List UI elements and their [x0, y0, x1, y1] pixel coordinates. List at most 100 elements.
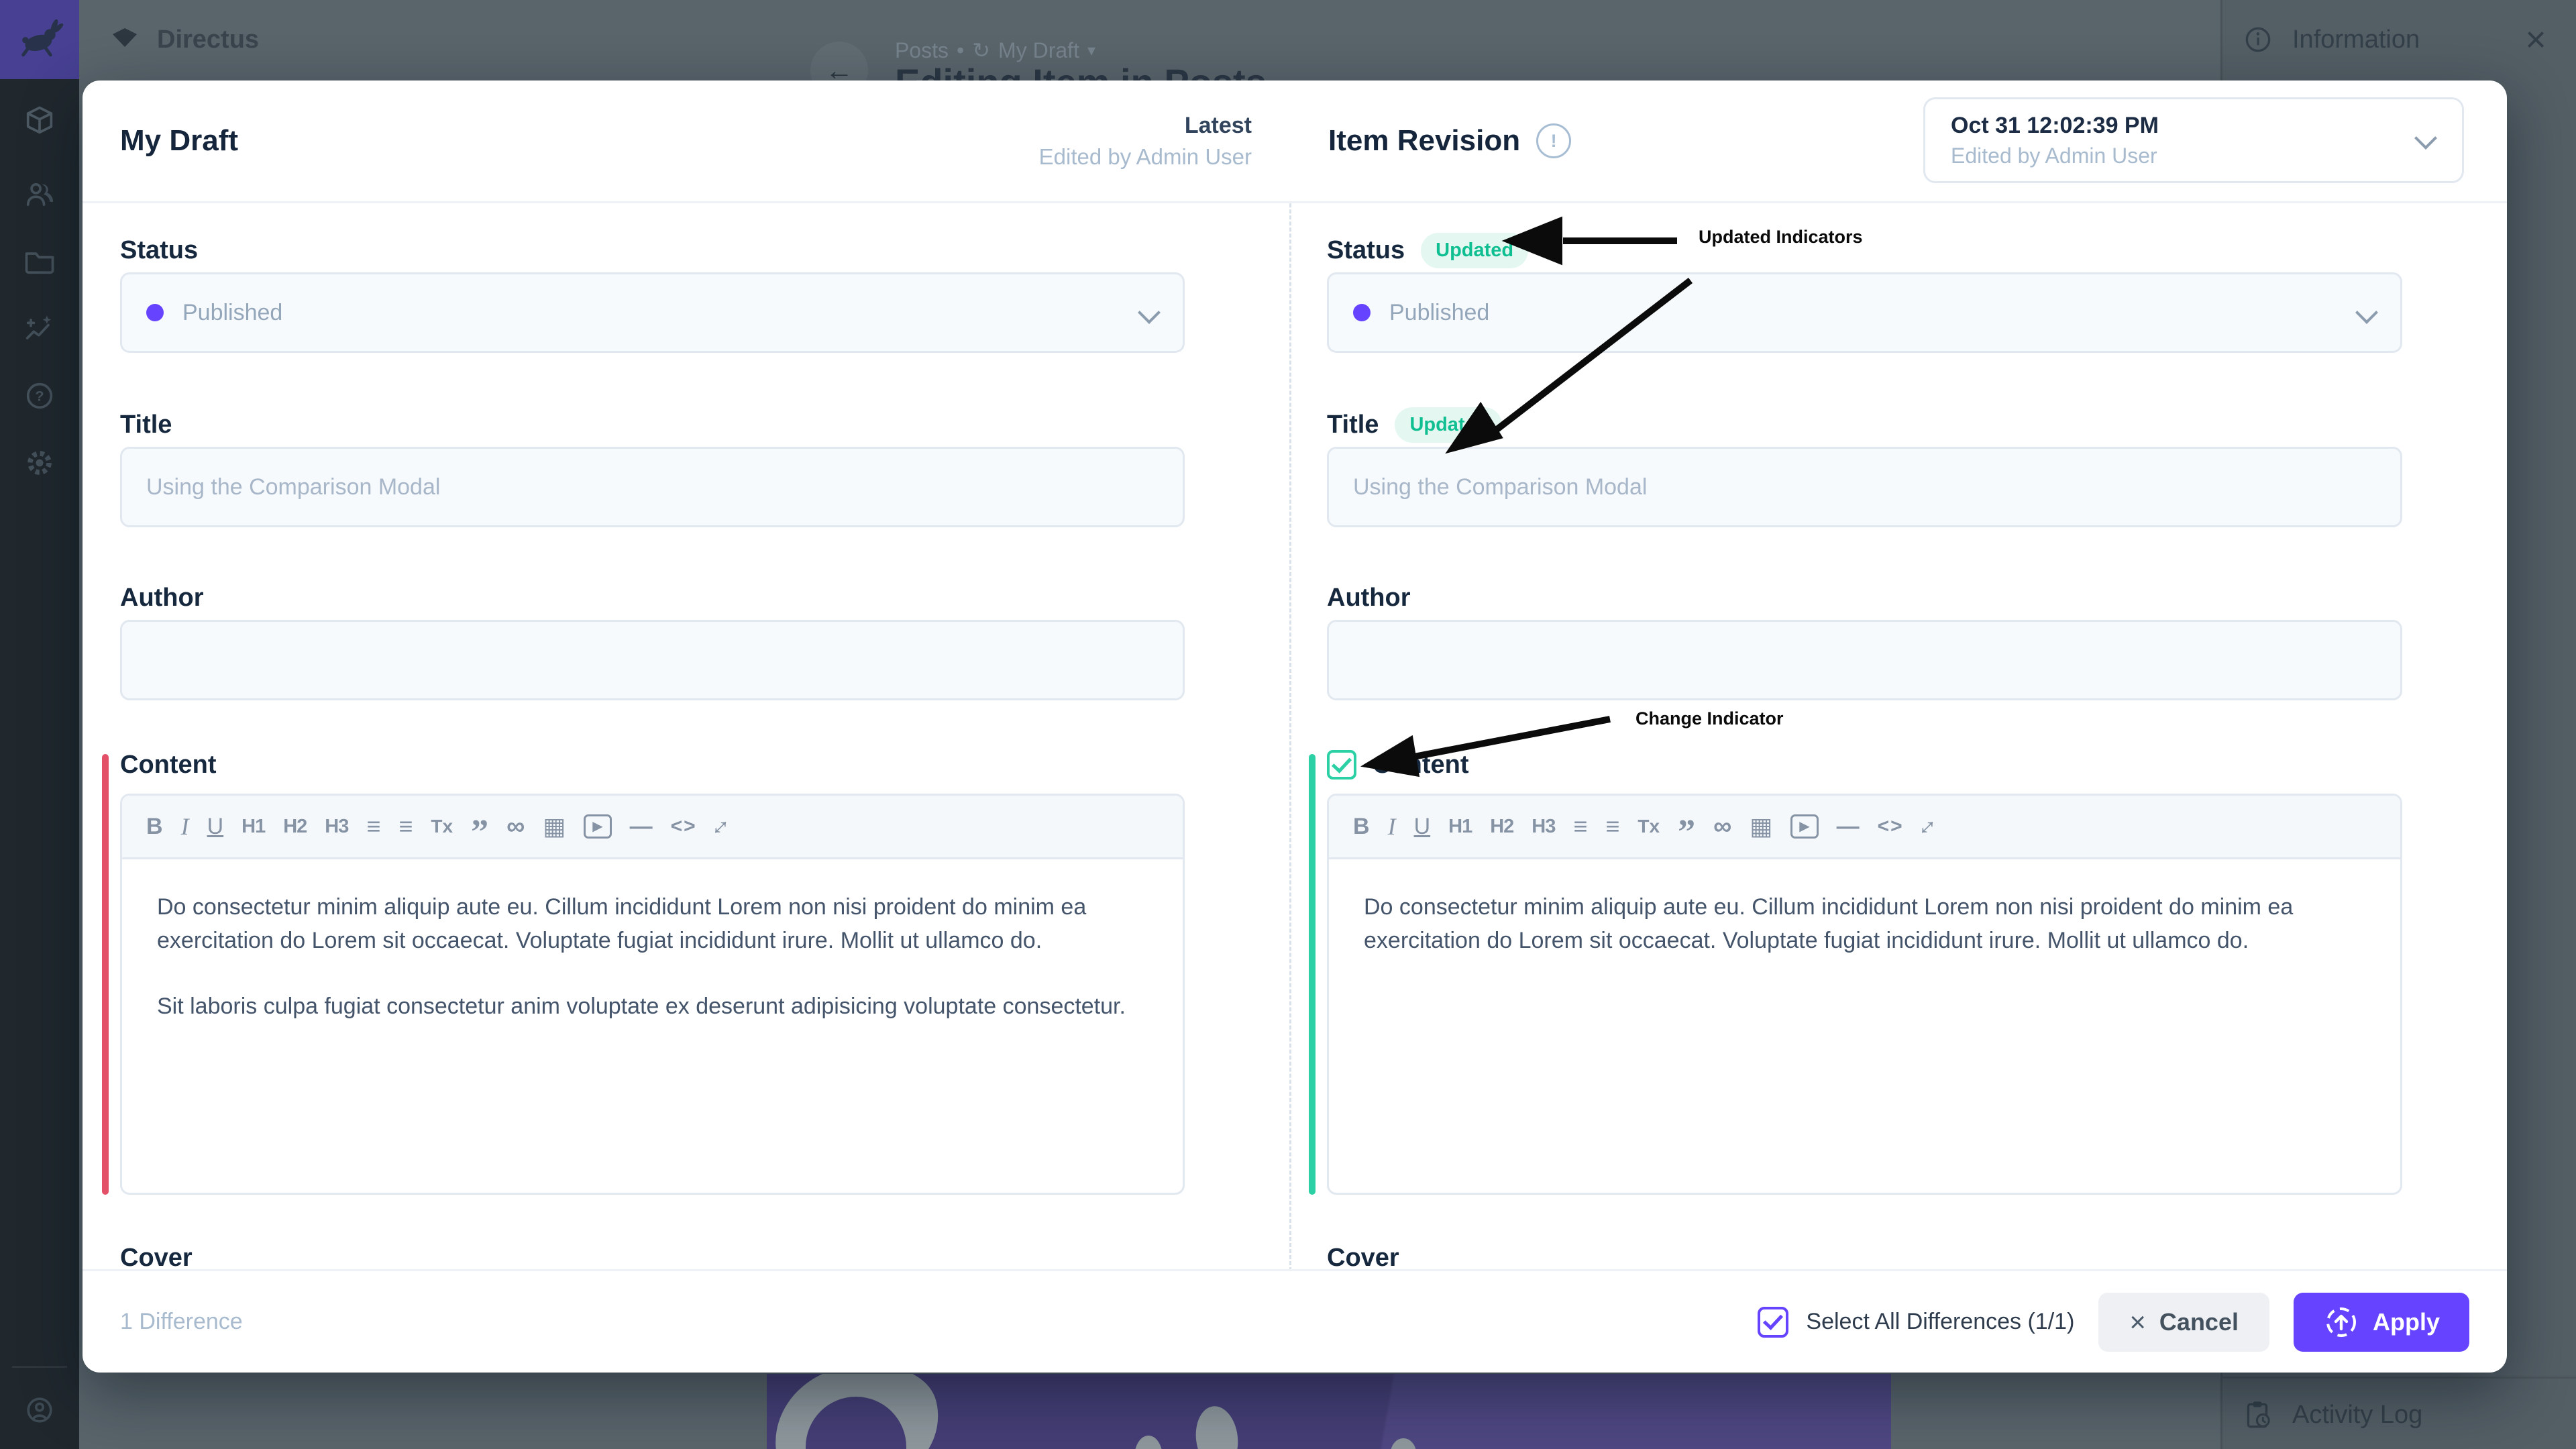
content-field-label: Content — [120, 750, 217, 779]
content-field: Content B I U H1 H2 H3 ≡ ≡ Tx ” ∞ ▦ ▶ — <> ↕ Do consect… — [1309, 750, 2402, 1195]
module-settings[interactable] — [0, 429, 79, 496]
annotation-change-indicator: Change Indicator — [1635, 708, 1784, 729]
account-circle-icon — [27, 1397, 52, 1423]
modal-header-left: My Draft Latest Edited by Admin User — [83, 80, 1289, 201]
updated-badge: Updated — [1421, 232, 1529, 268]
numbered-list-icon[interactable]: ≡ — [366, 812, 381, 840]
image-icon[interactable]: ▦ — [543, 812, 566, 840]
breadcrumb-separator: • — [957, 38, 965, 62]
status-field-label: Status — [120, 235, 199, 264]
author-input[interactable] — [120, 620, 1185, 700]
underline-icon[interactable]: U — [1413, 814, 1431, 839]
title-input[interactable]: Using the Comparison Modal — [1327, 447, 2402, 527]
fullscreen-icon[interactable]: ↕ — [706, 812, 736, 841]
content-paragraph: Do consectetur minim aliquip aute eu. Ci… — [157, 894, 1087, 953]
image-icon[interactable]: ▦ — [1750, 812, 1773, 840]
module-docs[interactable]: ? — [0, 362, 79, 429]
horizontal-rule-icon[interactable]: — — [629, 814, 653, 839]
select-all-differences[interactable]: Select All Differences (1/1) — [1758, 1306, 2074, 1338]
module-files[interactable] — [0, 228, 79, 295]
info-panel-title: Information — [2292, 25, 2420, 54]
activity-log-section[interactable]: Activity Log — [2222, 1377, 2576, 1449]
content-paragraph: Sit laboris culpa fugiat consectetur ani… — [157, 994, 1126, 1019]
info-icon — [2245, 27, 2271, 52]
cover-field-label: Cover — [120, 1243, 193, 1270]
breadcrumb[interactable]: Posts • ↻ My Draft ▾ — [895, 38, 1095, 63]
h3-icon[interactable]: H3 — [325, 815, 349, 837]
title-input[interactable]: Using the Comparison Modal — [120, 447, 1185, 527]
revision-edited-by: Edited by Admin User — [1951, 143, 2157, 168]
blockquote-icon[interactable]: ” — [1678, 813, 1696, 851]
blockquote-icon[interactable]: ” — [471, 813, 489, 851]
content-field: Content B I U H1 H2 H3 ≡ ≡ Tx ” ∞ ▦ ▶ — <> ↕ Do consect… — [102, 750, 1185, 1195]
info-panel-header: Information — [2222, 0, 2576, 79]
draft-column: Status Published Title Using the Compari… — [83, 203, 1289, 1269]
fullscreen-icon[interactable]: ↕ — [1913, 812, 1943, 841]
content-paragraph: Do consectetur minim aliquip aute eu. Ci… — [1364, 894, 2294, 953]
video-icon[interactable]: ▶ — [1790, 814, 1819, 839]
title-field-label: Title Updated — [1327, 407, 2402, 443]
close-icon: × — [2129, 1305, 2146, 1338]
underline-icon[interactable]: U — [207, 814, 224, 839]
module-users[interactable] — [0, 161, 79, 228]
title-field-label: Title — [120, 410, 172, 439]
editor-toolbar: B I U H1 H2 H3 ≡ ≡ Tx ” ∞ ▦ ▶ — <> ↕ — [1329, 796, 2400, 859]
remove-format-icon[interactable]: Tx — [1638, 816, 1660, 837]
italic-icon[interactable]: I — [180, 813, 189, 840]
h1-icon[interactable]: H1 — [1448, 815, 1472, 837]
close-button[interactable]: × — [2515, 19, 2557, 60]
updated-badge: Updated — [1395, 407, 1503, 443]
app-header: Directus ← Posts • ↻ My Draft ▾ Editing … — [79, 0, 2576, 103]
module-bar-divider — [12, 1366, 67, 1368]
bold-icon[interactable]: B — [146, 814, 163, 839]
content-diff-checkbox[interactable] — [1327, 750, 1356, 780]
users-icon — [26, 182, 54, 207]
author-field-label: Author — [1327, 583, 1411, 612]
video-icon[interactable]: ▶ — [584, 814, 612, 839]
numbered-list-icon[interactable]: ≡ — [1573, 812, 1588, 840]
project-chip[interactable]: Directus — [109, 0, 259, 79]
collections-cube-icon — [26, 106, 53, 134]
editor-content[interactable]: Do consectetur minim aliquip aute eu. Ci… — [122, 859, 1183, 1086]
h2-icon[interactable]: H2 — [1490, 815, 1514, 837]
h1-icon[interactable]: H1 — [241, 815, 266, 837]
h2-icon[interactable]: H2 — [283, 815, 307, 837]
project-name: Directus — [157, 25, 260, 54]
status-field-label: Status Updated — [1327, 232, 2402, 268]
horizontal-rule-icon[interactable]: — — [1836, 814, 1860, 839]
status-select[interactable]: Published — [1327, 272, 2402, 353]
link-icon[interactable]: ∞ — [506, 812, 525, 841]
italic-icon[interactable]: I — [1387, 813, 1396, 840]
editor-content[interactable]: Do consectetur minim aliquip aute eu. Ci… — [1329, 859, 2400, 1020]
status-select[interactable]: Published — [120, 272, 1185, 353]
remove-format-icon[interactable]: Tx — [431, 816, 453, 837]
insights-chart-icon — [25, 315, 52, 339]
rich-text-editor: B I U H1 H2 H3 ≡ ≡ Tx ” ∞ ▦ ▶ — <> ↕ Do consectetur min… — [1327, 794, 2402, 1195]
module-content[interactable] — [0, 87, 79, 154]
bold-icon[interactable]: B — [1353, 814, 1370, 839]
chevron-down-icon — [1138, 301, 1161, 324]
revision-alert-icon: ! — [1536, 123, 1572, 158]
link-icon[interactable]: ∞ — [1713, 812, 1732, 841]
code-icon[interactable]: <> — [670, 815, 697, 837]
bullet-list-icon[interactable]: ≡ — [398, 812, 413, 840]
select-all-checkbox[interactable] — [1758, 1306, 1789, 1338]
author-input[interactable] — [1327, 620, 2402, 700]
apply-button[interactable]: Apply — [2293, 1292, 2469, 1352]
h3-icon[interactable]: H3 — [1532, 815, 1556, 837]
revision-select[interactable]: Oct 31 12:02:39 PM Edited by Admin User — [1923, 97, 2464, 183]
module-insights[interactable] — [0, 295, 79, 362]
bullet-list-icon[interactable]: ≡ — [1605, 812, 1620, 840]
directus-logo[interactable] — [0, 0, 79, 79]
check-icon — [1331, 752, 1352, 773]
content-field-label: Content — [1327, 750, 2402, 780]
breadcrumb-collection[interactable]: Posts — [895, 38, 949, 62]
breadcrumb-item[interactable]: My Draft — [998, 38, 1079, 62]
account-button[interactable] — [0, 1377, 79, 1444]
cancel-button[interactable]: × Cancel — [2098, 1292, 2269, 1352]
code-icon[interactable]: <> — [1877, 815, 1904, 837]
difference-count: 1 Difference — [120, 1309, 243, 1334]
title-value: Using the Comparison Modal — [1353, 474, 1648, 500]
revision-timestamp: Oct 31 12:02:39 PM — [1951, 112, 2159, 138]
revision-icon: ↻ — [972, 38, 991, 62]
